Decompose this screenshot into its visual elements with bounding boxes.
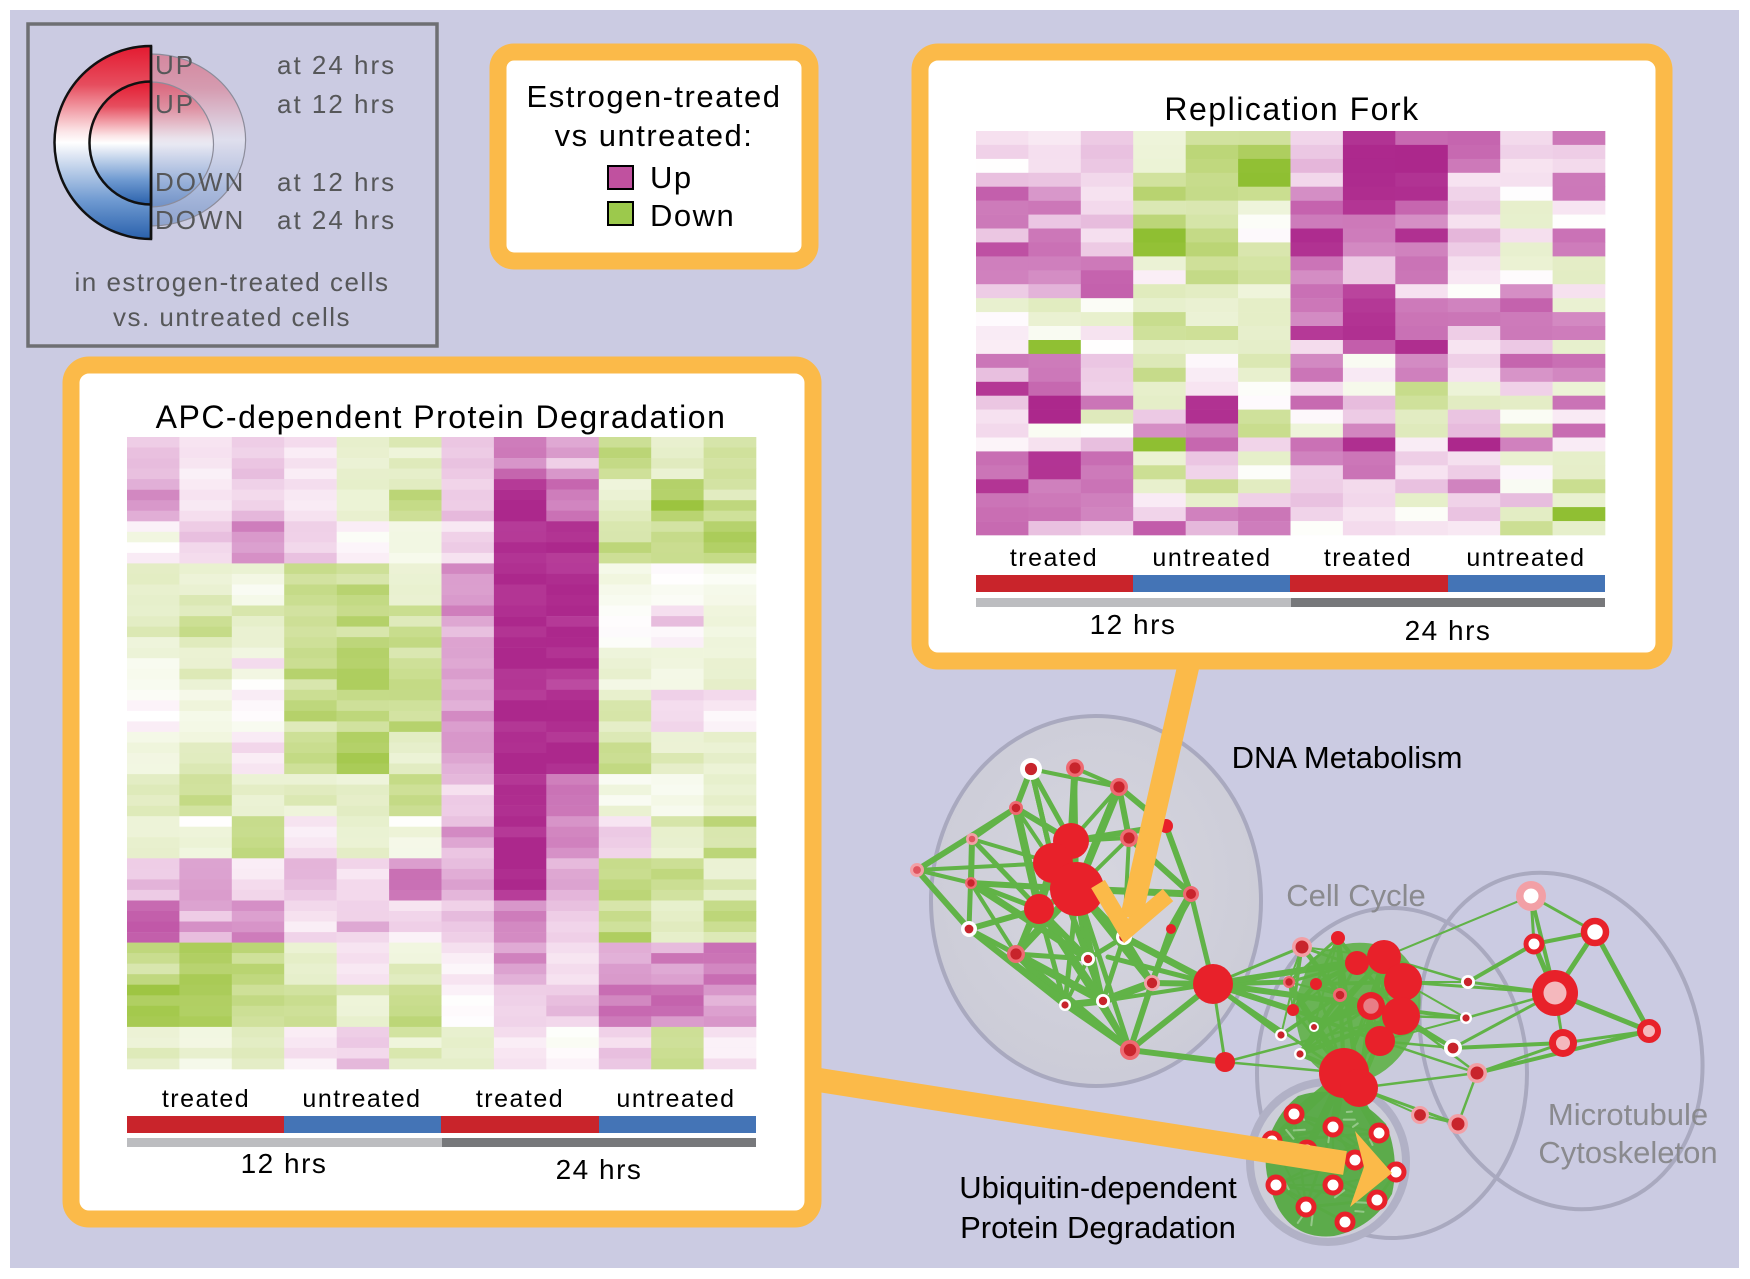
svg-text:untreated: untreated	[616, 1085, 735, 1113]
svg-text:DOWN: DOWN	[155, 205, 245, 235]
svg-text:DNA Metabolism: DNA Metabolism	[1232, 740, 1463, 775]
svg-text:Cytoskeleton: Cytoskeleton	[1538, 1135, 1717, 1170]
svg-text:12 hrs: 12 hrs	[241, 1148, 328, 1179]
svg-text:at 24 hrs: at 24 hrs	[277, 205, 396, 235]
svg-text:12 hrs: 12 hrs	[1090, 609, 1177, 640]
svg-text:treated: treated	[162, 1085, 250, 1113]
svg-text:vs untreated:: vs untreated:	[555, 118, 754, 153]
svg-text:Microtubule: Microtubule	[1548, 1097, 1708, 1132]
svg-text:Protein Degradation: Protein Degradation	[960, 1210, 1236, 1245]
svg-text:Cell Cycle: Cell Cycle	[1286, 878, 1426, 913]
svg-text:UP: UP	[155, 89, 195, 119]
svg-text:UP: UP	[155, 50, 195, 80]
svg-text:untreated: untreated	[1466, 544, 1585, 572]
svg-text:in estrogen-treated cells: in estrogen-treated cells	[75, 267, 390, 297]
svg-text:Estrogen-treated: Estrogen-treated	[527, 79, 782, 114]
svg-text:treated: treated	[1324, 544, 1412, 572]
svg-text:at 12 hrs: at 12 hrs	[277, 89, 396, 119]
svg-text:treated: treated	[1010, 544, 1098, 572]
svg-text:Ubiquitin-dependent: Ubiquitin-dependent	[959, 1170, 1237, 1205]
svg-text:untreated: untreated	[302, 1085, 421, 1113]
svg-text:24 hrs: 24 hrs	[1405, 615, 1492, 646]
svg-text:vs. untreated cells: vs. untreated cells	[113, 302, 351, 332]
svg-text:Replication Fork: Replication Fork	[1164, 91, 1419, 127]
svg-text:APC-dependent Protein Degradat: APC-dependent Protein Degradation	[156, 399, 727, 435]
svg-text:Down: Down	[650, 198, 735, 233]
svg-text:24 hrs: 24 hrs	[556, 1154, 643, 1185]
svg-text:Up: Up	[650, 160, 693, 195]
svg-text:DOWN: DOWN	[155, 167, 245, 197]
svg-text:at 12 hrs: at 12 hrs	[277, 167, 396, 197]
svg-text:treated: treated	[476, 1085, 564, 1113]
svg-text:untreated: untreated	[1152, 544, 1271, 572]
svg-text:at 24 hrs: at 24 hrs	[277, 50, 396, 80]
